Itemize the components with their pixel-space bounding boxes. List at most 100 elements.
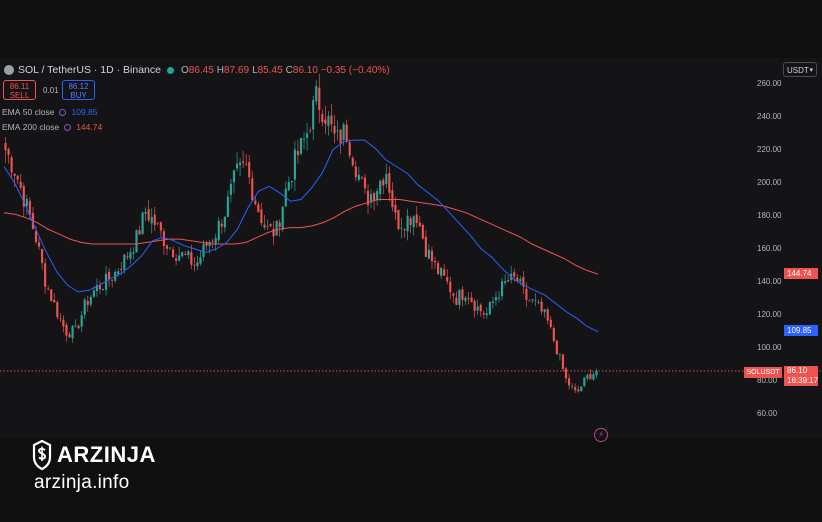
candle-body (129, 252, 132, 259)
candle-body (379, 180, 382, 194)
candle-body (534, 300, 537, 302)
candle-body (549, 319, 552, 328)
candle-body (552, 328, 555, 342)
candle-body (467, 297, 470, 299)
price-chart[interactable] (0, 58, 822, 438)
candle-body (430, 250, 434, 262)
candle-body (567, 378, 571, 386)
candle-body (376, 191, 379, 201)
candle-body (485, 313, 488, 316)
ema200-params: 200 close (22, 122, 60, 132)
candle-body (507, 280, 510, 282)
candle-body (437, 263, 440, 274)
candle-body (299, 138, 303, 154)
candle-body (44, 263, 47, 287)
low-value: 85.45 (257, 64, 283, 76)
ema200-price-tag: 144.74 (784, 268, 818, 279)
candle-body (65, 324, 68, 336)
sell-button[interactable]: 86.11 SELL (3, 80, 36, 100)
candle-body (385, 174, 388, 184)
candle-body (354, 166, 357, 178)
brand-site: arzinja.info (34, 472, 130, 493)
settings-icon[interactable] (59, 108, 67, 116)
candle-body (382, 179, 385, 186)
candle-body (540, 301, 543, 312)
candle-body (519, 279, 522, 282)
candle-body (272, 228, 275, 237)
candle-body (461, 289, 464, 300)
candle-body (141, 212, 144, 234)
ema200-legend[interactable]: EMA 200 close 144.74 (2, 122, 102, 132)
candle-body (47, 288, 50, 290)
candle-body (528, 300, 531, 302)
candle-body (327, 115, 330, 127)
candle-body (220, 223, 223, 227)
candle-body (592, 374, 595, 380)
candle-body (531, 299, 534, 301)
candle-body (339, 129, 342, 144)
candle-body (117, 271, 120, 274)
candle-body (494, 297, 498, 301)
symbol-title[interactable]: SOL / TetherUS · 1D · Binance (18, 64, 161, 76)
candle-body (156, 222, 159, 224)
candle-body (239, 162, 242, 166)
candle-body (108, 271, 111, 280)
candle-body (190, 252, 193, 265)
candle-body (56, 302, 59, 318)
lightning-icon[interactable]: ⚡ (594, 428, 608, 442)
candle-body (150, 216, 153, 224)
candle-body (138, 230, 141, 235)
candle-body (360, 177, 363, 179)
candle-body (162, 231, 165, 247)
candle-body (16, 175, 19, 180)
candle-body (455, 297, 458, 305)
candle-body (281, 206, 284, 230)
candle-body (345, 124, 348, 142)
candle-body (205, 242, 208, 246)
candle-body (235, 163, 239, 169)
open-key: O (180, 64, 189, 76)
candle-body (583, 377, 586, 386)
close-key: C (285, 64, 293, 76)
candle-body (120, 268, 123, 270)
chart-area[interactable] (0, 58, 822, 438)
candle-body (479, 304, 482, 312)
open-value: 86.45 (188, 64, 214, 76)
candle-body (296, 151, 300, 156)
candle-body (41, 249, 44, 264)
price-axis-label: 220.00 (757, 145, 782, 154)
ema50-legend[interactable]: EMA 50 close 109.85 (2, 107, 97, 117)
candle-body (132, 252, 135, 254)
candle-body (260, 209, 263, 224)
candle-body (214, 237, 217, 244)
candle-body (357, 174, 360, 180)
candle-body (242, 161, 245, 163)
market-open-icon (166, 66, 174, 74)
buy-button[interactable]: 86.12 BUY (62, 80, 95, 100)
candle-body (187, 251, 190, 256)
brand-name: ARZINJA (57, 442, 156, 467)
candle-body (443, 269, 446, 276)
candle-body (388, 173, 391, 193)
candle-body (318, 87, 321, 110)
settings-icon[interactable] (64, 123, 72, 131)
candle-body (497, 297, 501, 299)
candle-body (28, 200, 31, 216)
candle-body (366, 190, 370, 206)
candle-body (482, 313, 485, 315)
candle-body (159, 222, 162, 231)
candle-body (98, 284, 102, 290)
currency-select[interactable]: USDT ▾ (783, 62, 817, 77)
candle-body (546, 309, 549, 321)
candle-body (144, 211, 147, 214)
candle-body (333, 125, 336, 134)
candle-body (571, 386, 574, 388)
candle-body (351, 157, 354, 166)
price-axis-label: 140.00 (757, 277, 782, 286)
price-axis-label: 80.00 (757, 376, 778, 385)
candle-body (287, 182, 290, 191)
ema50-params: 50 close (22, 107, 55, 117)
price-axis-label: 180.00 (757, 211, 782, 220)
candle-body (266, 226, 269, 227)
candle-body (589, 373, 592, 380)
